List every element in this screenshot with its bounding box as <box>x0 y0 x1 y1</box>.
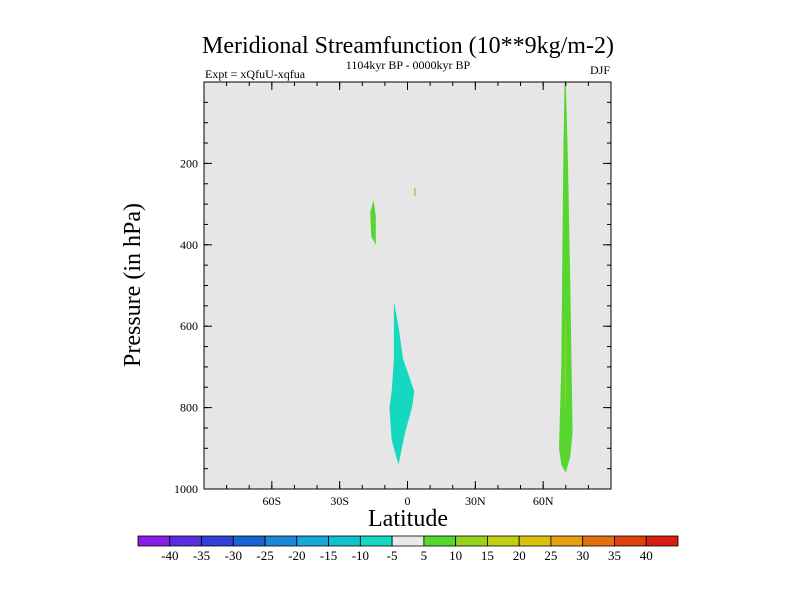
y-tick-label: 1000 <box>174 482 198 496</box>
colorbar-swatch <box>232 535 266 547</box>
colorbar-label: -20 <box>288 548 305 563</box>
colorbar-swatch <box>169 535 202 547</box>
x-tick-label: 30N <box>465 494 486 508</box>
chart-title: Meridional Streamfunction (10**9kg/m-2) <box>202 33 614 59</box>
colorbar-label: 10 <box>449 548 462 563</box>
season-label: DJF <box>590 63 610 77</box>
colorbar-label: 25 <box>544 548 557 563</box>
region-positive-band-65n <box>559 82 573 473</box>
colorbar-swatch <box>487 535 520 547</box>
colorbar-swatch <box>645 535 679 547</box>
colorbar-label: -25 <box>256 548 273 563</box>
region-positive-core-65n <box>564 309 567 416</box>
region-positive-patch-20s <box>370 200 376 245</box>
x-tick-label: 60N <box>533 494 554 508</box>
colorbar-label: 30 <box>576 548 589 563</box>
colorbar-label: -35 <box>193 548 210 563</box>
colorbar-swatch <box>455 535 488 547</box>
colorbar-label: -5 <box>387 548 398 563</box>
colorbar-label: -10 <box>352 548 369 563</box>
colorbar-swatch <box>264 535 298 547</box>
plot-background <box>204 82 611 489</box>
region-tiny-positive-patch-eq <box>414 187 416 196</box>
colorbar-label: 20 <box>513 548 526 563</box>
colorbar-swatch <box>423 535 457 547</box>
colorbar-swatch <box>296 535 329 547</box>
colorbar-swatch <box>391 535 425 547</box>
experiment-label: Expt = xQfuU-xqfua <box>205 67 306 81</box>
y-tick-label: 600 <box>180 319 198 333</box>
x-axis-label: Latitude <box>368 506 448 532</box>
y-tick-label: 400 <box>180 238 198 252</box>
colorbar-label: 5 <box>421 548 428 563</box>
y-tick-label: 200 <box>180 156 198 170</box>
colorbar-swatch <box>359 535 393 547</box>
colorbar-label: 35 <box>608 548 621 563</box>
x-tick-label: 0 <box>405 494 411 508</box>
colorbar-swatch <box>137 535 171 547</box>
colorbar-label: -15 <box>320 548 337 563</box>
colorbar-label: 40 <box>640 548 653 563</box>
axis-ticks: 60S 30S 0 30N 60N 200 400 600 800 1000 <box>174 82 611 508</box>
colorbar-label: -40 <box>161 548 178 563</box>
x-tick-label: 30S <box>330 494 349 508</box>
colorbar-swatch <box>518 535 552 547</box>
colorbar-label: -30 <box>225 548 242 563</box>
y-tick-label: 800 <box>180 401 198 415</box>
x-tick-label: 60S <box>262 494 281 508</box>
contour-regions <box>370 82 573 473</box>
colorbar-swatch <box>328 535 361 547</box>
region-small-negative-patch-sh <box>389 301 415 465</box>
colorbar-swatch <box>550 535 584 547</box>
colorbar-swatch <box>201 535 234 547</box>
chart-subtitle: 1104kyr BP - 0000kyr BP <box>346 58 471 72</box>
colorbar-swatch <box>582 535 615 547</box>
colorbar-swatch <box>614 535 647 547</box>
plot-area: 60S 30S 0 30N 60N 200 400 600 800 1000 <box>174 81 612 508</box>
colorbar: -40 -35 -30 -25 -20 -15 -10 -5 5 10 15 20 25 30 35 40 <box>137 535 679 563</box>
y-axis-label: Pressure (in hPa) <box>120 203 146 367</box>
colorbar-label: 15 <box>481 548 494 563</box>
